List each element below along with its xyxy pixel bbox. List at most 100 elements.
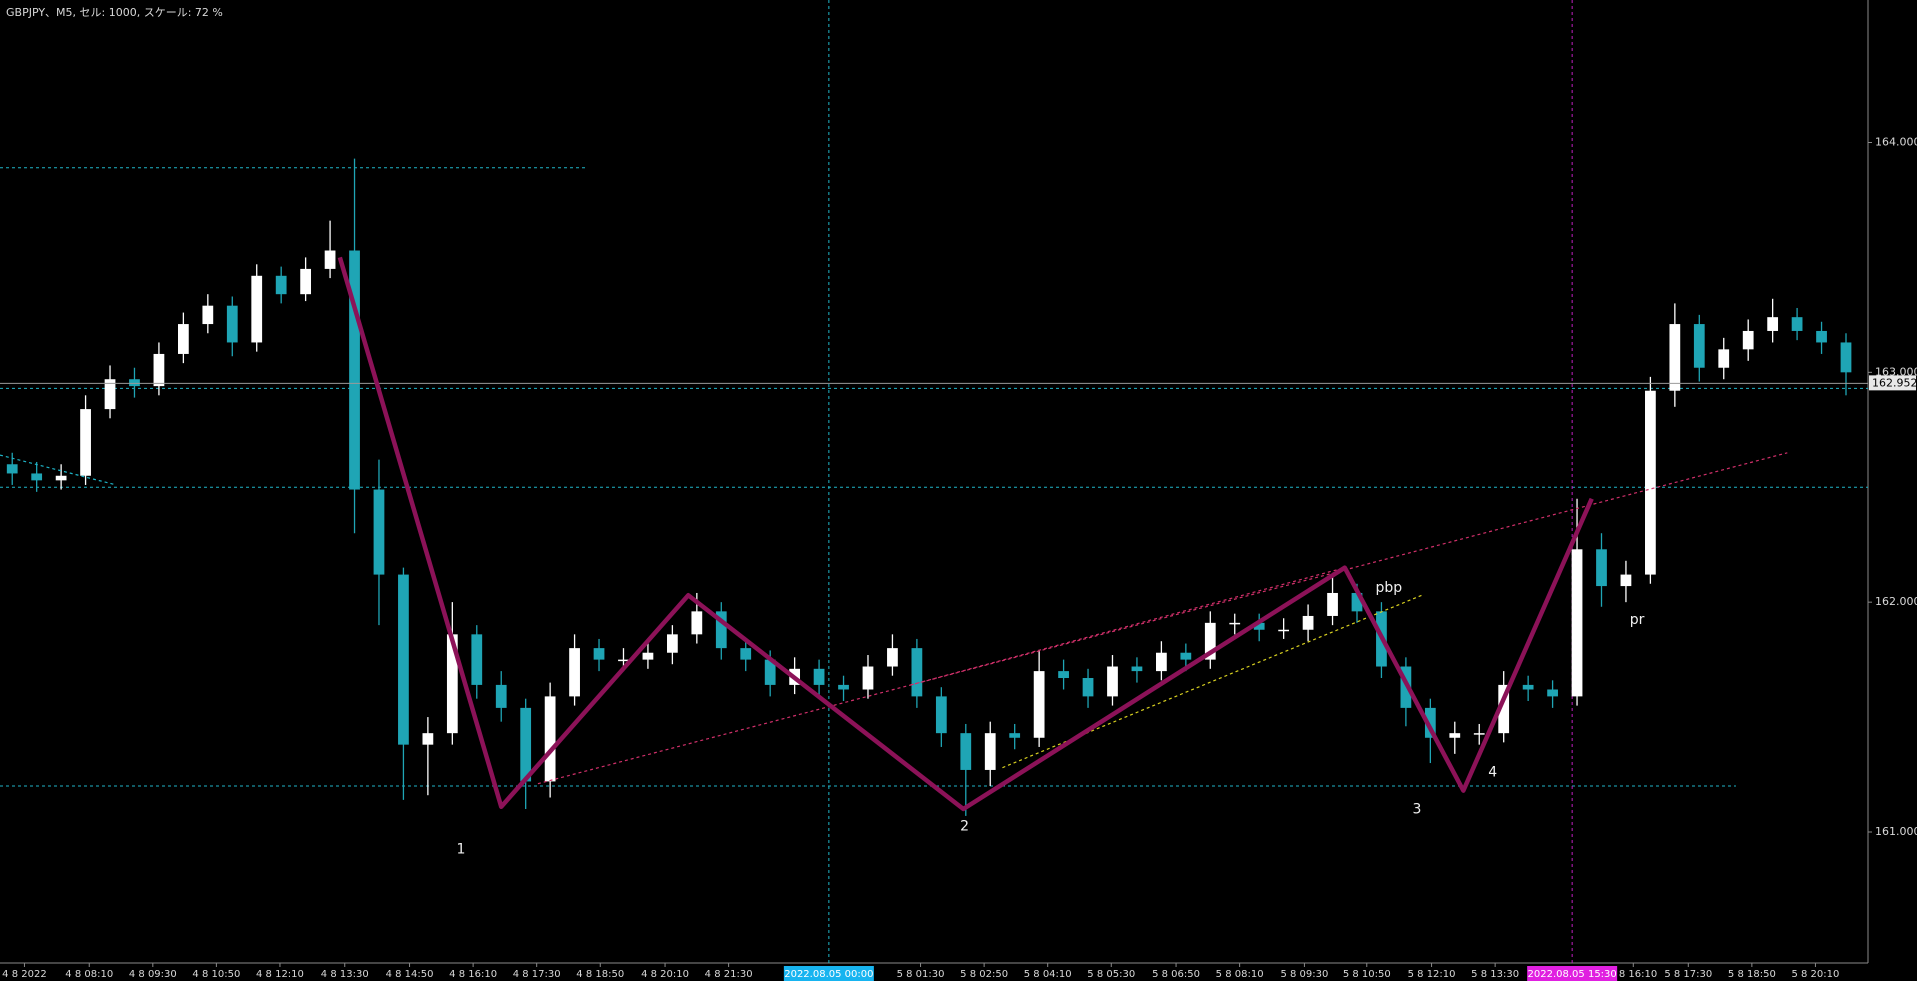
candle-body <box>1082 678 1094 697</box>
x-tick-label: 5 8 18:50 <box>1728 969 1776 980</box>
x-tick-label: 4 8 09:30 <box>129 969 177 980</box>
candle-body <box>764 659 776 685</box>
annotation: pbp <box>1376 580 1403 596</box>
x-tick-label: 4 8 16:10 <box>449 969 497 980</box>
y-tick-label: 163.000 <box>1875 365 1917 378</box>
x-tick-label: 5 8 09:30 <box>1280 969 1328 980</box>
annotation: 2 <box>960 818 969 834</box>
candle-body <box>1449 733 1461 738</box>
x-tick-label: 5 8 10:50 <box>1343 969 1391 980</box>
time-marker-label: 2022.08.05 15:30 <box>1528 969 1617 980</box>
bid-box <box>1869 375 1916 391</box>
candle-body <box>1816 330 1827 343</box>
candle-body <box>129 379 140 387</box>
x-tick-label: 5 8 05:30 <box>1087 969 1135 980</box>
y-tick-label: 161.000 <box>1875 825 1917 838</box>
trendline <box>910 567 1345 686</box>
annotation: 3 <box>1413 801 1422 817</box>
x-tick-label: 4 8 2022 <box>2 969 47 980</box>
candle-body <box>1620 574 1632 587</box>
candle-body <box>1351 592 1363 612</box>
candle-body <box>226 305 238 343</box>
candle-body <box>1767 317 1779 331</box>
candle-body <box>153 353 165 387</box>
x-tick-label: 5 8 16:10 <box>1609 969 1657 980</box>
x-tick-label: 5 8 02:50 <box>960 969 1008 980</box>
candle-body <box>520 707 532 782</box>
x-tick-label: 5 8 12:10 <box>1408 969 1456 980</box>
x-tick-label: 5 8 01:30 <box>897 969 945 980</box>
candle-body <box>911 648 923 697</box>
candle-body <box>887 648 898 667</box>
candle-body <box>471 634 483 685</box>
candle-body <box>1107 666 1118 697</box>
annotation: pr <box>1630 612 1645 628</box>
candle-body <box>55 475 67 481</box>
x-tick-label: 4 8 14:50 <box>386 969 434 980</box>
candle-body <box>569 648 580 697</box>
candle-body <box>715 611 727 649</box>
candle-body <box>1204 622 1216 660</box>
candle-body <box>667 634 678 653</box>
candle-body <box>1498 684 1510 734</box>
candle-body <box>495 684 507 708</box>
x-tick-label: 4 8 08:10 <box>65 969 113 980</box>
x-tick-label: 5 8 06:50 <box>1152 969 1200 980</box>
x-tick-label: 4 8 13:30 <box>321 969 369 980</box>
candle-body <box>1791 317 1803 331</box>
candle-body <box>1547 689 1558 697</box>
x-tick-label: 5 8 17:30 <box>1664 969 1712 980</box>
chart-title: GBPJPY、M5, セル: 1000, スケール: 72 % <box>6 6 223 19</box>
candle-body <box>862 666 874 690</box>
candle-body <box>1131 666 1143 672</box>
candle-body <box>813 668 825 685</box>
time-marker-label: 2022.08.05 00:00 <box>784 969 873 980</box>
candle-body <box>642 652 654 660</box>
candle-body <box>1327 592 1338 616</box>
candle-body <box>984 733 996 770</box>
time-marker-box <box>1527 966 1618 981</box>
candle-body <box>1180 652 1192 660</box>
candle-body <box>1693 324 1705 368</box>
candle-body <box>324 250 336 269</box>
candle-body <box>1669 324 1681 391</box>
zigzag-line <box>337 256 1594 812</box>
candle-body <box>960 733 972 770</box>
candle-body <box>1571 549 1583 697</box>
candle-body <box>1302 615 1314 630</box>
candle-body <box>251 275 263 343</box>
candle-body <box>593 648 605 660</box>
time-marker-box <box>783 966 874 981</box>
candle-body <box>1596 549 1607 587</box>
candle-body <box>446 634 458 734</box>
candle-body <box>1522 684 1534 690</box>
candle-body <box>618 659 629 662</box>
candle-body <box>1229 622 1241 625</box>
x-tick-label: 4 8 10:50 <box>192 969 240 980</box>
x-tick-label: 4 8 20:10 <box>641 969 689 980</box>
candle-body <box>1645 390 1656 575</box>
candle-body <box>1278 629 1290 632</box>
candle-body <box>1253 622 1265 630</box>
x-tick-label: 4 8 18:50 <box>576 969 624 980</box>
candle-body <box>177 324 189 354</box>
x-tick-label: 4 8 21:30 <box>705 969 753 980</box>
candle-body <box>398 574 409 745</box>
candle-body <box>300 268 312 295</box>
candle-body <box>1009 733 1021 738</box>
x-tick-label: 5 8 04:10 <box>1024 969 1072 980</box>
candle-body <box>1840 342 1852 373</box>
candle-body <box>838 684 849 690</box>
candle-body <box>349 250 360 490</box>
x-tick-label: 4 8 17:30 <box>513 969 561 980</box>
candle-body <box>104 379 116 410</box>
candle-body <box>1156 652 1167 672</box>
annotation: 1 <box>456 842 465 858</box>
x-tick-label: 5 8 13:30 <box>1471 969 1519 980</box>
y-tick-label: 162.000 <box>1875 595 1917 608</box>
bid-label: 162.952 <box>1872 376 1917 389</box>
candle-body <box>422 733 434 745</box>
